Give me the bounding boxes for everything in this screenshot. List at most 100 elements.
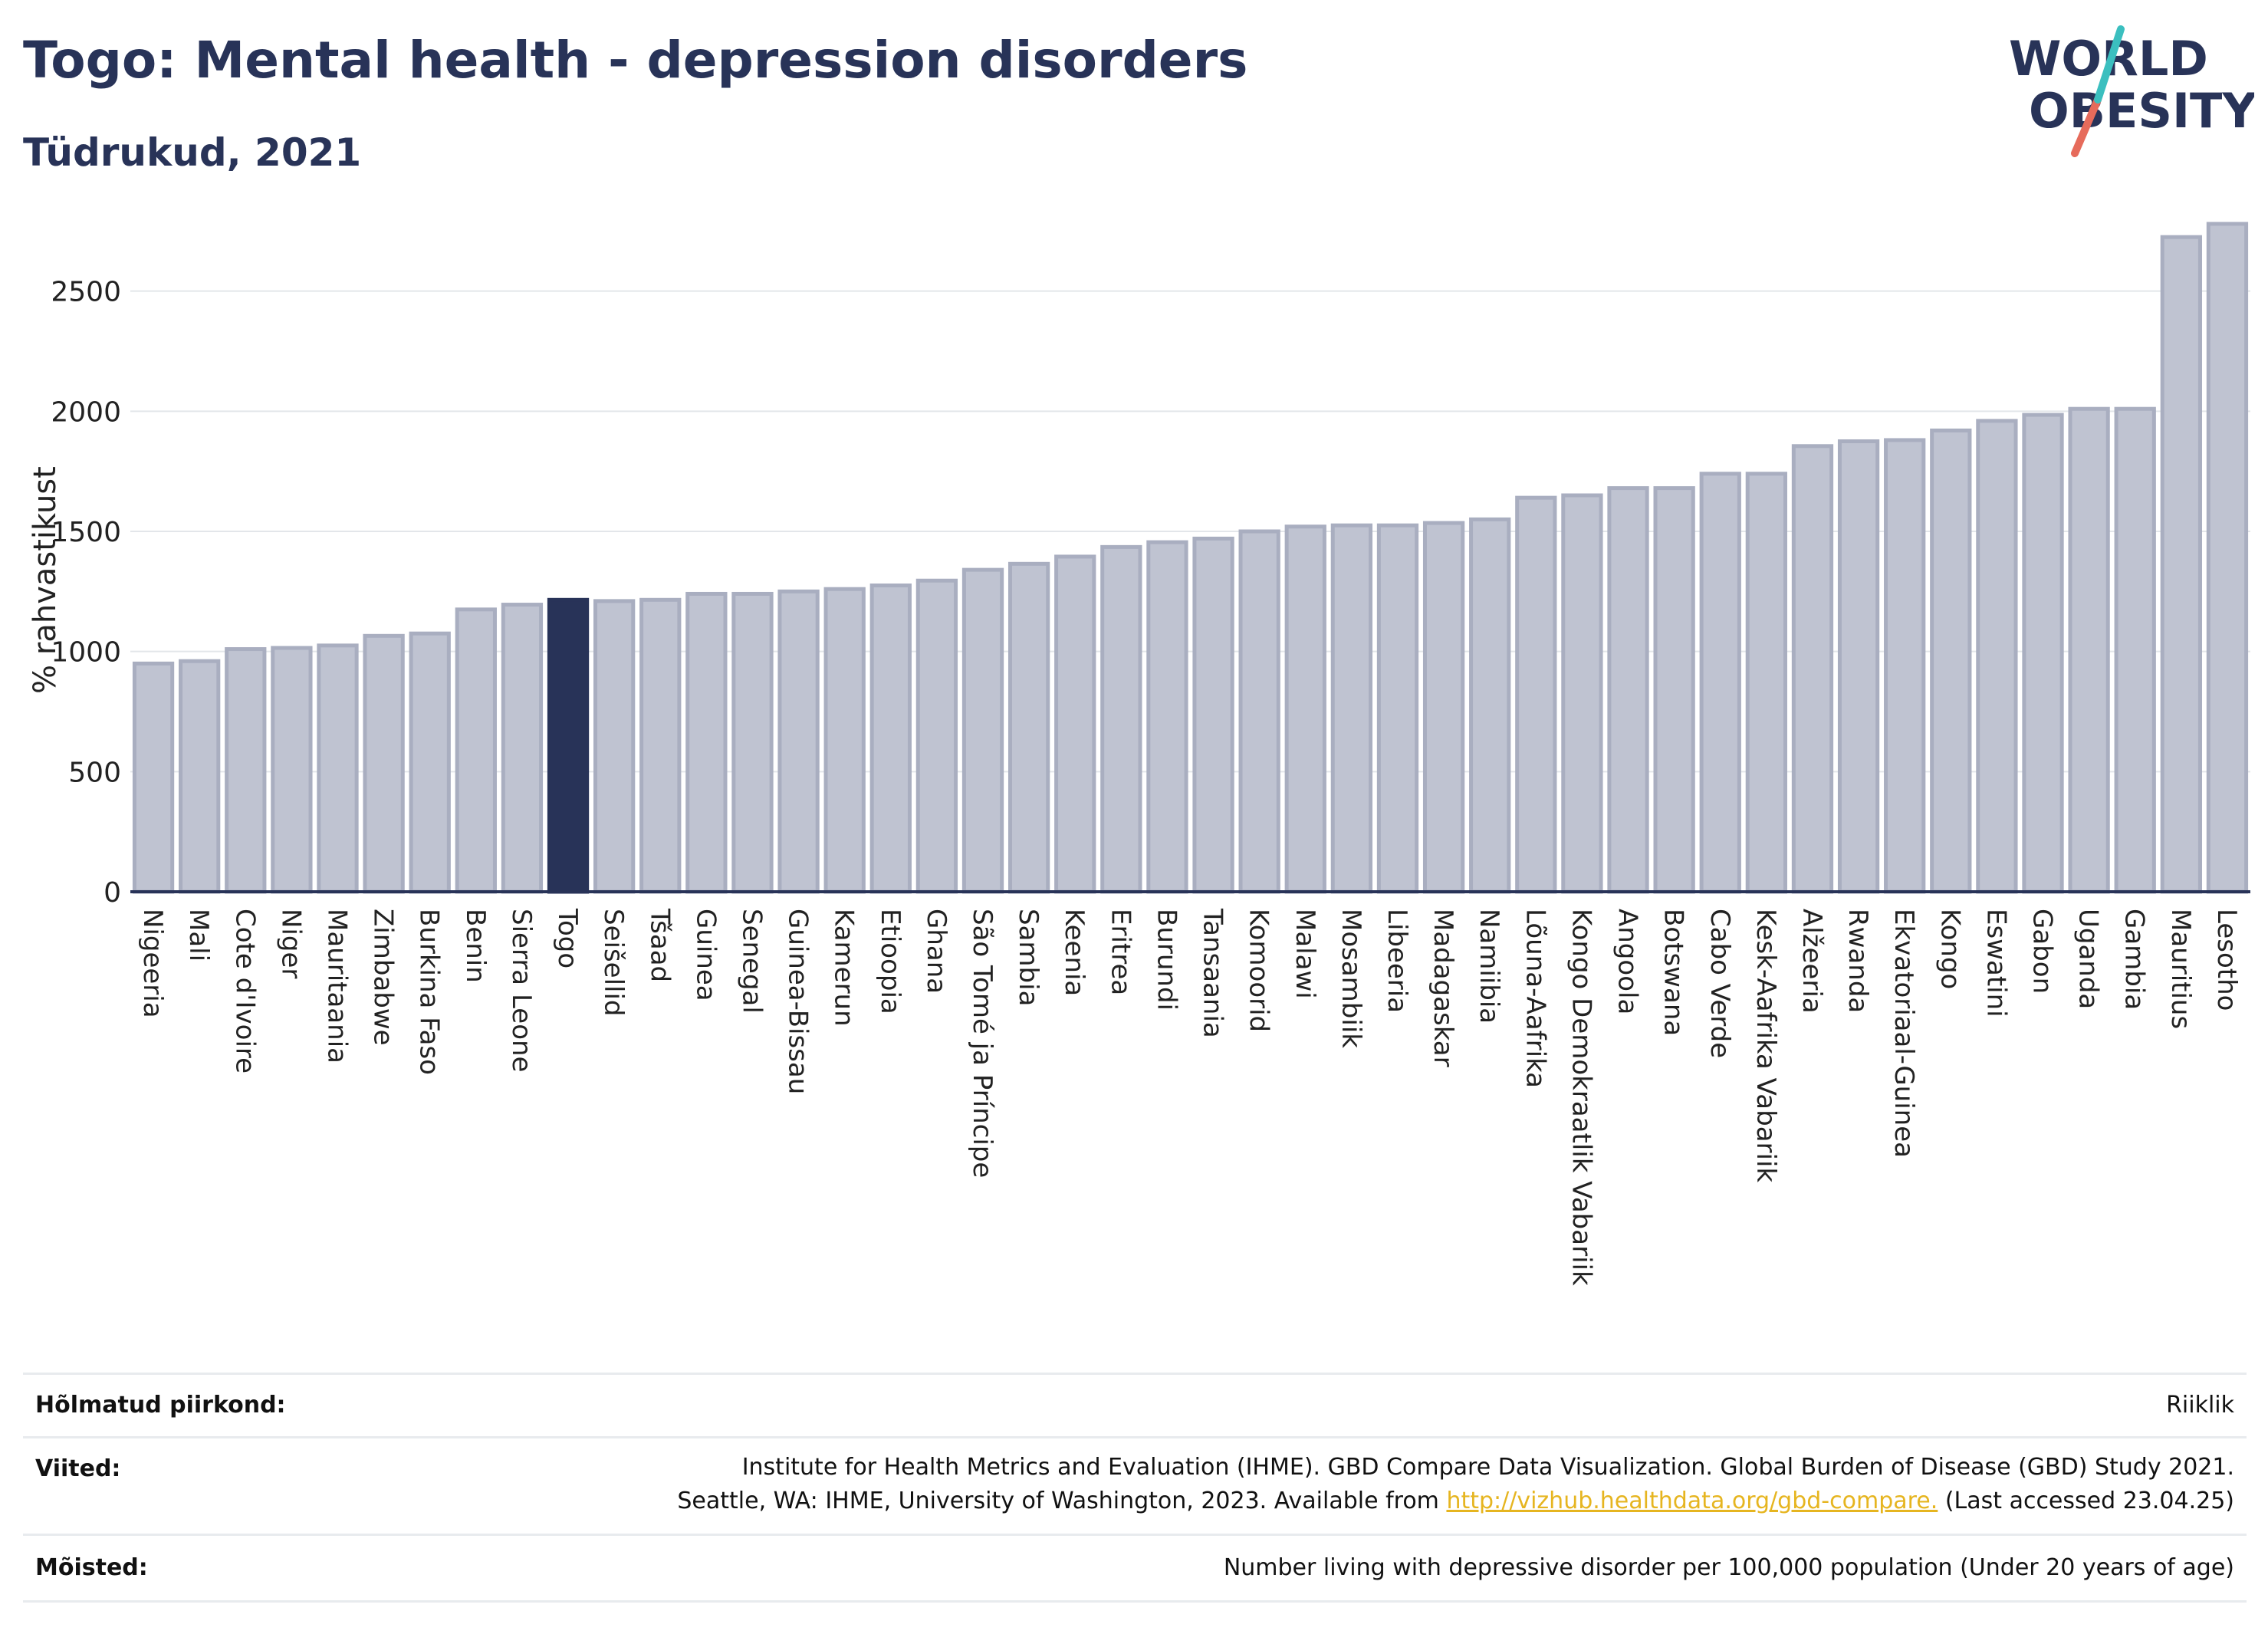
x-tick-label: Sierra Leone	[506, 909, 537, 1072]
bar-Cabo Verde	[1699, 472, 1741, 894]
x-tick-label: Mali	[183, 909, 214, 962]
bar-Kongo Demokraatlik Vabariik	[1561, 493, 1603, 894]
x-tick-label: Togo	[552, 908, 583, 968]
chart-subtitle: Tüdrukud, 2021	[23, 130, 362, 175]
chart-title: Togo: Mental health - depression disorde…	[23, 31, 1248, 90]
bar-Lesotho	[2206, 222, 2249, 894]
logo-line2: OBESITY	[2029, 83, 2254, 139]
bar-Libeeria	[1376, 523, 1419, 894]
bar-Madagaskar	[1422, 521, 1465, 894]
bar-Keenia	[1054, 554, 1096, 894]
footer-value-definitions: Number living with depressive disorder p…	[1223, 1554, 2234, 1581]
bar-Eswatini	[1976, 419, 2018, 894]
bar-Etioopia	[869, 584, 912, 894]
x-tick-label: Lõuna-Aafrika	[1520, 909, 1550, 1088]
world-obesity-logo: WORLD OBESITY	[2009, 25, 2254, 157]
x-tick-label: Zimbabwe	[368, 909, 399, 1046]
x-tick-label: Angoola	[1612, 909, 1643, 1014]
footer-row-definitions: Mõisted: Number living with depressive d…	[23, 1534, 2247, 1603]
y-tick-label: 1000	[51, 637, 121, 669]
reference-line-2: Seattle, WA: IHME, University of Washing…	[677, 1484, 2234, 1518]
x-tick-label: Eswatini	[1980, 909, 2011, 1018]
x-tick-label: Komoorid	[1244, 909, 1274, 1032]
bar-Eritrea	[1100, 544, 1142, 894]
bar-Mauritius	[2160, 235, 2202, 894]
x-tick-label: Malawi	[1290, 909, 1320, 999]
bar-Seišellid	[593, 599, 636, 894]
reference-link[interactable]: http://vizhub.healthdata.org/gbd-compare…	[1446, 1488, 1938, 1514]
y-tick-label: 1500	[51, 517, 121, 548]
footer-table: Hõlmatud piirkond: Riiklik Viited: Insti…	[23, 1373, 2247, 1603]
bar-Kesk-Aafrika Vabariik	[1745, 472, 1788, 894]
reference-line-2-post: (Last accessed 23.04.25)	[1938, 1488, 2234, 1514]
x-tick-label: Namiibia	[1474, 909, 1504, 1024]
x-tick-label: Cabo Verde	[1704, 909, 1735, 1058]
x-tick-label: Guinea	[690, 909, 721, 1001]
footer-value-references: Institute for Health Metrics and Evaluat…	[677, 1451, 2234, 1518]
x-tick-label: Madagaskar	[1428, 909, 1458, 1067]
footer-label-references: Viited:	[35, 1455, 121, 1482]
x-tick-label: Gambia	[2119, 909, 2150, 1010]
bar-Namiibia	[1469, 517, 1511, 894]
bar-Burkina Faso	[409, 631, 451, 894]
x-tick-label: Seišellid	[598, 909, 629, 1017]
footer-value-region: Riiklik	[2166, 1392, 2234, 1419]
x-tick-label: Ekvatoriaal-Guinea	[1888, 909, 1919, 1158]
logo-slash-red	[2071, 96, 2102, 157]
bar-São Tomé ja Príncipe	[961, 567, 1004, 894]
x-tick-label: Kamerun	[829, 909, 860, 1027]
bar-Guinea	[685, 591, 728, 894]
bar-Ghana	[915, 578, 958, 894]
x-tick-label: Mauritaania	[321, 909, 352, 1064]
x-tick-label: Etioopia	[875, 909, 906, 1014]
x-tick-label: Ghana	[921, 909, 952, 994]
x-tick-label: São Tomé ja Príncipe	[967, 909, 998, 1178]
x-tick-label: Niger	[275, 909, 306, 978]
bar-Komoorid	[1238, 529, 1280, 894]
x-tick-label: Uganda	[2073, 909, 2104, 1009]
x-tick-label: Eritrea	[1105, 909, 1136, 995]
bar-Sambia	[1007, 561, 1050, 894]
x-tick-label: Burkina Faso	[414, 909, 445, 1075]
bar-Ekvatoriaal-Guinea	[1884, 438, 1926, 894]
bar-Sierra Leone	[501, 603, 544, 894]
x-tick-label: Kongo Demokraatlik Vabariik	[1566, 909, 1596, 1286]
x-tick-label: Mauritius	[2165, 909, 2196, 1029]
bar-Mosambiik	[1330, 523, 1373, 894]
y-tick-label: 2000	[51, 396, 121, 428]
x-tick-label: Alžeeria	[1796, 909, 1827, 1014]
y-tick-label: 2500	[51, 277, 121, 308]
x-tick-label: Senegal	[736, 909, 767, 1014]
y-tick-label: 0	[104, 877, 121, 909]
bar-Burundi	[1146, 540, 1188, 894]
bar-Botswana	[1653, 486, 1695, 894]
x-tick-label: Kongo	[1934, 909, 1965, 989]
bar-Senegal	[731, 591, 774, 894]
bar-Mauritaania	[317, 643, 359, 894]
x-axis-ticks: Nigeeria Mali Cote d'Ivoire Niger Mauritaani…	[137, 908, 2242, 1286]
bar-Kamerun	[823, 587, 866, 894]
x-tick-label: Benin	[460, 909, 491, 983]
bar-Niger	[271, 646, 313, 894]
bar-Mali	[179, 659, 221, 894]
bar-Lõuna-Aafrika	[1515, 495, 1557, 894]
bars	[132, 222, 2249, 894]
reference-line-1: Institute for Health Metrics and Evaluat…	[741, 1454, 2234, 1481]
bar-Zimbabwe	[363, 633, 405, 894]
footer-row-region: Hõlmatud piirkond: Riiklik	[23, 1373, 2247, 1436]
x-tick-label: Nigeeria	[137, 909, 168, 1018]
footer-label-region: Hõlmatud piirkond:	[35, 1392, 286, 1419]
x-tick-label: Botswana	[1658, 909, 1689, 1036]
bar-Angoola	[1607, 486, 1649, 894]
bar-Guinea-Bissau	[777, 589, 820, 894]
bar-Gambia	[2114, 406, 2156, 894]
reference-line-2-pre: Seattle, WA: IHME, University of Washing…	[677, 1488, 1447, 1514]
footer-row-references: Viited: Institute for Health Metrics and…	[23, 1436, 2247, 1534]
x-tick-label: Guinea-Bissau	[783, 909, 814, 1094]
bar-Kongo	[1930, 428, 1972, 894]
bar-Cote d'Ivoire	[225, 647, 267, 894]
x-tick-label: Tšaad	[644, 908, 675, 982]
x-tick-label: Kesk-Aafrika Vabariik	[1750, 909, 1781, 1182]
y-axis-ticks: 0 500 1000 1500 2000 2500	[51, 277, 121, 909]
bar-Benin	[455, 607, 497, 894]
